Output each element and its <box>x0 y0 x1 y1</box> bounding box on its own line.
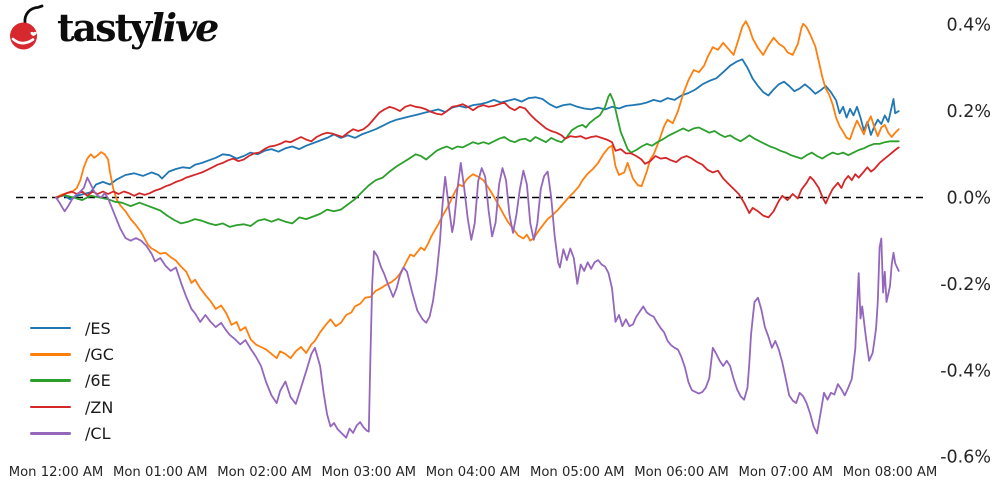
legend-swatch-es <box>30 326 71 330</box>
x-axis-tick-label: Mon 06:00 AM <box>634 465 729 480</box>
y-axis-tick-label: 0.2% <box>947 102 991 122</box>
legend-swatch-6e <box>30 379 71 383</box>
x-axis-tick-label: Mon 02:00 AM <box>217 465 312 480</box>
x-axis-tick-label: Mon 05:00 AM <box>530 465 625 480</box>
logo-word-tasty: tasty <box>57 5 152 50</box>
legend-label-gc: /GC <box>85 344 114 364</box>
cherry-icon <box>8 4 52 58</box>
series-line-zn <box>55 101 900 219</box>
legend-item-es: /ES <box>30 315 114 341</box>
legend-item-zn: /ZN <box>30 394 114 420</box>
legend-item-6e: /6E <box>30 368 114 394</box>
series-line-gc <box>55 20 900 360</box>
legend-swatch-cl <box>30 432 71 435</box>
y-axis-tick-label: -0.2% <box>940 275 991 295</box>
legend-label-es: /ES <box>85 318 111 338</box>
logo-word-live: live <box>150 5 219 50</box>
legend-item-gc: /GC <box>30 341 114 367</box>
x-axis-tick-label: Mon 12:00 AM <box>9 465 104 480</box>
y-axis-tick-label: 0.0% <box>947 189 991 209</box>
legend-label-cl: /CL <box>85 423 111 443</box>
x-axis-tick-label: Mon 07:00 AM <box>738 465 833 480</box>
tastylive-logo: tastylive <box>8 4 219 58</box>
chart-legend: /ES /GC /6E /ZN /CL <box>30 315 114 446</box>
y-axis-tick-label: -0.4% <box>940 361 991 381</box>
legend-label-zn: /ZN <box>85 397 114 417</box>
legend-label-6e: /6E <box>85 371 111 391</box>
y-axis-tick-label: -0.6% <box>940 448 991 468</box>
x-axis-tick-label: Mon 04:00 AM <box>426 465 521 480</box>
legend-item-cl: /CL <box>30 420 114 446</box>
series-line-es <box>55 58 900 201</box>
legend-swatch-gc <box>30 353 71 356</box>
series-line-6e <box>55 92 900 228</box>
logo-wordmark: tastylive <box>57 4 219 52</box>
x-axis-tick-label: Mon 03:00 AM <box>321 465 416 480</box>
legend-swatch-zn <box>30 405 71 409</box>
series-line-cl <box>55 162 900 439</box>
x-axis-tick-label: Mon 08:00 AM <box>843 465 938 480</box>
x-axis-tick-label: Mon 01:00 AM <box>113 465 208 480</box>
y-axis-tick-label: 0.4% <box>947 16 991 36</box>
